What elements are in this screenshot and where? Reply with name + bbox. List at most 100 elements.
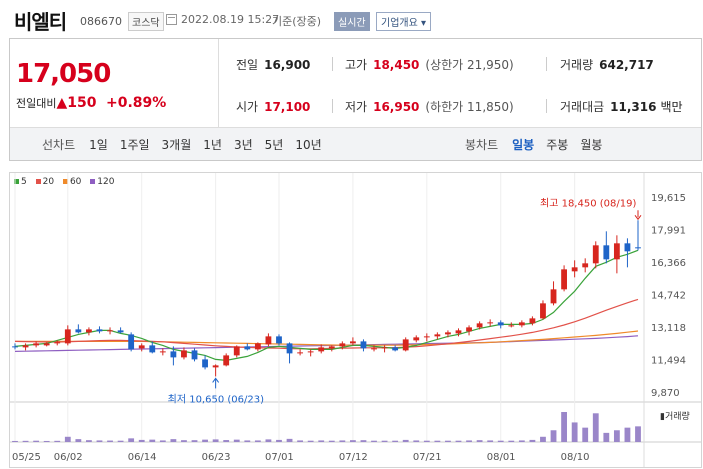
tab-daily[interactable]: 일봉	[512, 138, 535, 152]
candle-body	[117, 330, 124, 333]
volume-bar	[445, 440, 451, 442]
high-annotation: 최고 18,450 (08/19)	[540, 197, 636, 209]
volume-bar	[497, 440, 504, 442]
low-annotation: 최저 10,650 (06/23)	[168, 393, 264, 405]
candle-body	[170, 351, 177, 358]
tab-3m[interactable]: 3개월	[161, 138, 192, 152]
candle-body	[307, 351, 314, 353]
day-low: 저가 16,950 (하한가 11,850)	[345, 100, 514, 114]
volume-bar	[540, 436, 546, 442]
ma120-swatch	[90, 178, 96, 184]
chart-legend: 5 20 60 120	[14, 177, 114, 187]
candle-body	[233, 346, 240, 356]
volume-bar	[202, 439, 208, 442]
volume-bar	[233, 439, 240, 442]
chart-tabs-bar: 선차트 1일 1주일 3개월 1년 3년 5년 10년 봉차트 일봉 주봉 월봉	[10, 127, 701, 160]
candle-body	[54, 342, 61, 344]
candle-body	[371, 348, 377, 350]
candle-body	[349, 341, 356, 344]
tab-10y[interactable]: 10년	[295, 138, 322, 152]
tab-weekly[interactable]: 주봉	[546, 138, 569, 152]
tab-1w[interactable]: 1주일	[119, 138, 150, 152]
volume-bar	[318, 440, 325, 442]
volume-bar	[624, 427, 631, 442]
line-chart-label: 선차트	[42, 138, 76, 152]
stock-name: 비엘티	[14, 10, 67, 34]
x-tick-label: 06/02	[54, 452, 83, 463]
volume-bar	[487, 440, 494, 442]
volume-bar	[613, 430, 620, 442]
candle-body	[540, 303, 546, 319]
legend-ma20: 20	[42, 177, 55, 187]
candle-body	[434, 334, 441, 337]
tab-1d[interactable]: 1일	[89, 138, 108, 152]
candle-body	[64, 329, 71, 344]
change-value: 150	[67, 95, 97, 111]
divider	[218, 39, 219, 127]
volume-bar	[466, 440, 472, 442]
divider	[332, 57, 333, 71]
x-tick-label: 06/14	[128, 452, 157, 463]
quote-panel: 17,050 전일대비▲150 +0.89% 전일 16,900 고가 18,450…	[9, 38, 702, 161]
divider	[332, 99, 333, 113]
volume-bar	[518, 440, 525, 442]
volume-bar	[423, 440, 430, 442]
candle-body	[571, 267, 578, 272]
x-tick-label: 05/25	[12, 452, 41, 463]
tab-3y[interactable]: 3년	[233, 138, 253, 152]
change-percent: +0.89%	[106, 95, 167, 111]
candle-body	[223, 355, 230, 366]
volume-bar	[455, 440, 462, 442]
candle-body	[318, 347, 325, 352]
y-tick-label: 11,494	[651, 356, 686, 367]
volume-bar	[64, 436, 71, 442]
candle-body	[487, 322, 494, 324]
candle-body	[582, 263, 589, 268]
candle-body	[497, 322, 504, 326]
y-tick-label: 14,742	[651, 291, 686, 302]
candle-body	[159, 351, 166, 353]
volume-bar	[561, 412, 567, 442]
volume-bar	[149, 439, 156, 442]
tab-monthly[interactable]: 월봉	[580, 138, 603, 152]
volume-bar	[297, 440, 304, 442]
candle-body	[613, 243, 620, 260]
legend-ma5: 5	[21, 177, 27, 187]
candle-body	[360, 341, 367, 349]
quote-basis: 기준(장중)	[272, 15, 322, 28]
candle-body	[466, 327, 472, 332]
prev-close: 전일 16,900	[236, 58, 311, 72]
ma-line-20	[14, 298, 639, 350]
volume-bar	[550, 430, 557, 442]
candlestick-chart[interactable]: 19,615 17,991 16,366 14,742 13,118 11,494 9,87…	[10, 173, 701, 467]
candle-body	[244, 346, 251, 350]
volume-bar	[360, 440, 367, 442]
tab-1y[interactable]: 1년	[203, 138, 222, 152]
candle-body	[445, 332, 451, 335]
volume-bar	[508, 440, 515, 442]
company-overview-dropdown[interactable]: 기업개요 ▾	[376, 12, 431, 31]
volume-bar	[43, 440, 50, 442]
divider	[546, 99, 547, 113]
volume-bar	[75, 439, 82, 442]
divider	[546, 57, 547, 71]
volume-bar	[328, 440, 335, 442]
volume-bar	[371, 440, 377, 442]
volume-bar	[529, 439, 536, 442]
volume-bar	[592, 413, 599, 442]
x-tick-label: 07/12	[339, 452, 368, 463]
candle-body	[138, 345, 145, 349]
trade-amount: 거래대금 11,316 백만	[560, 100, 683, 114]
candle-chart-tabs: 봉차트 일봉 주봉 월봉	[465, 136, 602, 153]
candle-body	[191, 350, 198, 360]
candle-body	[265, 336, 272, 345]
ma60-swatch	[62, 178, 68, 184]
stock-header: 비엘티 086670 코스닥 2022.08.19 15:27 기준(장중) 실…	[0, 0, 703, 38]
candle-body	[328, 346, 335, 349]
realtime-button[interactable]: 실시간	[334, 12, 370, 31]
x-tick-label: 08/01	[487, 452, 516, 463]
candle-body	[561, 269, 567, 290]
tab-5y[interactable]: 5년	[264, 138, 284, 152]
candle-body	[508, 325, 515, 327]
volume-bar	[265, 439, 272, 442]
